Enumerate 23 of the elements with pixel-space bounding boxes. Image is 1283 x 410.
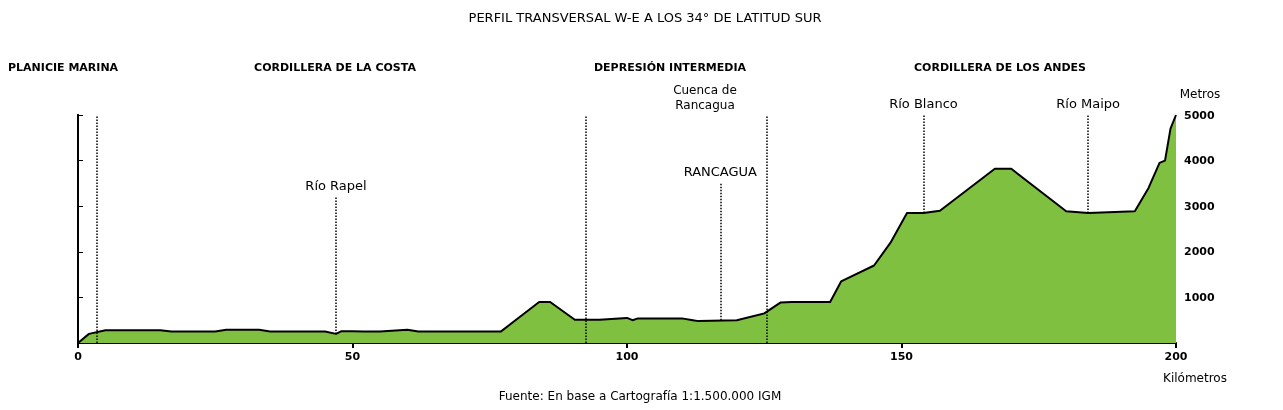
- text: CORDILLERA DE LOS ANDES: [914, 61, 1087, 74]
- text: PLANICIE MARINA: [8, 61, 119, 74]
- y-tick-label: 4000: [1184, 154, 1215, 168]
- text: Cuenca de Rancagua: [673, 82, 737, 112]
- text: CORDILLERA DE LA COSTA: [254, 61, 417, 74]
- y-tick-label: 1000: [1184, 290, 1215, 304]
- annotation: Río Blanco: [889, 96, 958, 111]
- x-tick-label: 150: [890, 350, 914, 363]
- x-tick-label: 50: [344, 350, 361, 363]
- y-tick-label: 2000: [1184, 245, 1215, 259]
- x-tick-label: 200: [1164, 350, 1188, 363]
- annotation: Río Rapel: [305, 178, 367, 194]
- x-tick-label: 100: [615, 350, 639, 363]
- x-axis-title: Kilómetros: [1163, 371, 1227, 385]
- y-tick-label: 5000: [1184, 108, 1215, 122]
- text: DEPRESIÓN INTERMEDIA: [593, 61, 747, 74]
- y-tick-label: 3000: [1184, 199, 1215, 213]
- x-tick-label: 0: [74, 350, 83, 363]
- chart-title: PERFIL TRANSVERSAL W-E A LOS 34° DE LATITUD SUR: [468, 10, 822, 25]
- annotation: Río Maipo: [1056, 96, 1121, 111]
- y-axis-title: Metros: [1179, 87, 1221, 101]
- source-note: Fuente: En base a Cartografía 1:1.500.000 IGM: [498, 388, 782, 403]
- annotation: RANCAGUA: [683, 164, 758, 180]
